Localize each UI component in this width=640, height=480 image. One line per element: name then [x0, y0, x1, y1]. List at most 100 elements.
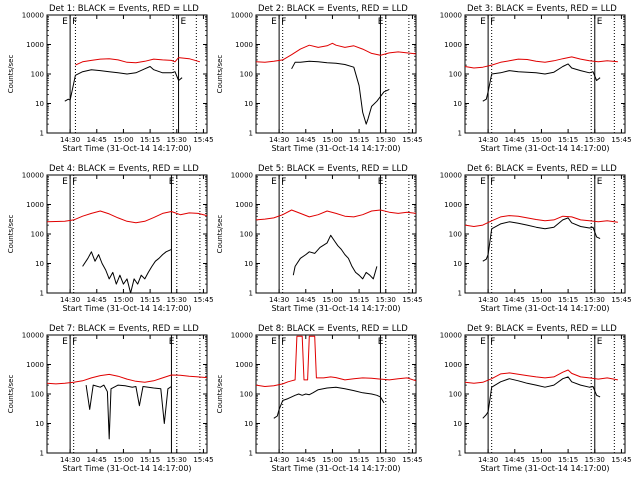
x-tick-label: 15:00 — [531, 296, 551, 304]
x-tick-label: 15:00 — [531, 136, 551, 144]
x-tick-label: 14:30 — [269, 136, 289, 144]
flag-label: E — [62, 337, 68, 347]
plot-frame — [46, 334, 208, 454]
x-tick-label: 15:15 — [140, 456, 160, 464]
y-tick-label: 10 — [35, 420, 44, 428]
flag-label: E — [480, 17, 486, 27]
x-tick-label: 15:15 — [558, 456, 578, 464]
chart-title: Det 1: BLACK = Events, RED = LLD — [49, 4, 199, 14]
y-axis-label: Counts/sec — [7, 215, 15, 254]
x-axis-label: Start Time (31-Oct-14 14:17:00) — [480, 304, 609, 313]
y-tick-label: 1000 — [444, 41, 462, 49]
x-axis-label: Start Time (31-Oct-14 14:17:00) — [480, 464, 609, 473]
plot-frame — [255, 14, 417, 134]
y-tick-label: 1 — [249, 290, 253, 298]
x-tick-label: 14:30 — [60, 136, 80, 144]
x-tick-label: 15:00 — [322, 296, 342, 304]
series-black-line — [482, 376, 601, 419]
plot-frame — [464, 174, 626, 294]
flag-label: E — [597, 17, 603, 27]
chart-panel-4: Det 4: BLACK = Events, RED = LLD 1 10 100 10… — [7, 164, 214, 313]
x-tick-label: 15:45 — [402, 456, 422, 464]
y-tick-label: 1 — [40, 130, 44, 138]
y-tick-label: 1 — [458, 290, 462, 298]
y-tick-label: 10000 — [231, 332, 253, 340]
chart-title: Det 2: BLACK = Events, RED = LLD — [258, 4, 408, 14]
y-tick-label: 1000 — [26, 41, 44, 49]
series-red-line — [255, 335, 417, 387]
chart-panel-1: Det 1: BLACK = Events, RED = LLD 1 10 100 10… — [7, 4, 214, 153]
x-axis-label: Start Time (31-Oct-14 14:17:00) — [62, 464, 191, 473]
y-tick-label: 10000 — [231, 12, 253, 20]
flag-label: E — [597, 177, 603, 187]
y-tick-label: 100 — [31, 71, 44, 79]
chart-title: Det 4: BLACK = Events, RED = LLD — [49, 164, 199, 174]
x-tick-label: 14:45 — [505, 136, 525, 144]
chart-panel-9: Det 9: BLACK = Events, RED = LLD 1 10 100 10… — [440, 324, 632, 473]
series-red-line — [75, 57, 201, 66]
x-tick-label: 15:15 — [349, 296, 369, 304]
y-tick-label: 1000 — [444, 201, 462, 209]
flag-label: E — [597, 337, 603, 347]
y-axis-label: Counts/sec — [216, 55, 224, 94]
chart-panel-5: Det 5: BLACK = Events, RED = LLD 1 10 100 10… — [216, 164, 423, 313]
x-tick-label: 14:45 — [505, 456, 525, 464]
x-tick-label: 14:45 — [505, 296, 525, 304]
x-tick-label: 15:45 — [193, 456, 213, 464]
x-tick-label: 14:45 — [87, 456, 107, 464]
y-tick-label: 10000 — [440, 332, 462, 340]
x-tick-label: 15:00 — [113, 456, 133, 464]
y-tick-label: 1000 — [444, 361, 462, 369]
flag-label: F — [281, 337, 286, 347]
x-tick-label: 14:45 — [87, 296, 107, 304]
y-tick-label: 10 — [453, 420, 462, 428]
y-tick-label: 100 — [240, 71, 253, 79]
x-tick-label: 14:30 — [269, 456, 289, 464]
series-black-line — [273, 386, 385, 419]
y-tick-label: 1 — [249, 450, 253, 458]
y-tick-label: 10000 — [22, 12, 44, 20]
y-tick-label: 1000 — [235, 41, 253, 49]
flag-label: F — [72, 177, 77, 187]
x-tick-label: 15:15 — [349, 136, 369, 144]
x-tick-label: 14:30 — [478, 136, 498, 144]
x-tick-label: 14:30 — [60, 296, 80, 304]
y-axis-label: Counts/sec — [7, 55, 15, 94]
flag-label: E — [378, 337, 384, 347]
y-tick-label: 1 — [458, 450, 462, 458]
x-tick-label: 15:30 — [376, 136, 396, 144]
flag-label: E — [169, 177, 175, 187]
series-black-line — [482, 217, 601, 262]
x-tick-label: 15:15 — [140, 136, 160, 144]
x-tick-label: 14:45 — [296, 136, 316, 144]
x-tick-label: 15:15 — [349, 456, 369, 464]
chart-title: Det 9: BLACK = Events, RED = LLD — [467, 324, 617, 334]
y-axis-label: Counts/sec — [216, 215, 224, 254]
x-axis-label: Start Time (31-Oct-14 14:17:00) — [271, 304, 400, 313]
x-tick-label: 15:45 — [402, 136, 422, 144]
y-tick-label: 100 — [31, 391, 44, 399]
flag-label: E — [169, 337, 175, 347]
flag-label: E — [181, 17, 187, 27]
series-black-line — [292, 234, 378, 280]
flag-label: E — [62, 177, 68, 187]
x-tick-label: 15:00 — [531, 456, 551, 464]
series-red-line — [46, 373, 208, 385]
flag-label: F — [490, 17, 495, 27]
y-tick-label: 1 — [40, 290, 44, 298]
chart-panel-8: Det 8: BLACK = Events, RED = LLD 1 10 100 10… — [216, 324, 423, 473]
x-axis-label: Start Time (31-Oct-14 14:17:00) — [271, 144, 400, 153]
x-tick-label: 15:00 — [322, 136, 342, 144]
series-black-line — [64, 66, 183, 102]
x-tick-label: 14:45 — [296, 456, 316, 464]
x-tick-label: 15:45 — [611, 136, 631, 144]
x-tick-label: 15:00 — [322, 456, 342, 464]
chart-panel-3: Det 3: BLACK = Events, RED = LLD 1 10 100 10… — [440, 4, 632, 153]
x-tick-label: 15:15 — [140, 296, 160, 304]
flag-label: E — [378, 17, 384, 27]
x-tick-label: 14:30 — [478, 456, 498, 464]
y-tick-label: 10 — [244, 420, 253, 428]
x-tick-label: 15:45 — [402, 296, 422, 304]
flag-label: F — [72, 17, 77, 27]
